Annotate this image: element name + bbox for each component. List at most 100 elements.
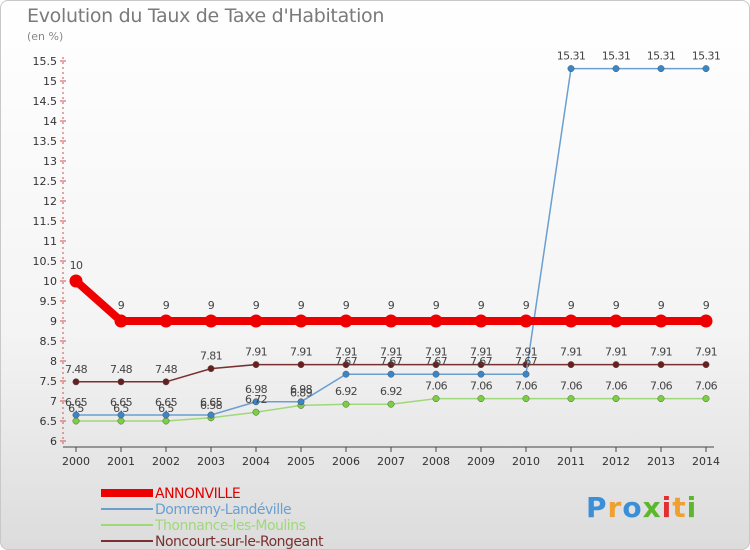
data-point — [162, 411, 170, 419]
logo-letter: i — [661, 491, 673, 524]
data-label: 7.91 — [605, 346, 627, 359]
data-label: 9 — [433, 299, 440, 312]
data-label: 7.06 — [560, 380, 583, 393]
y-tick-label: 9 — [50, 315, 57, 328]
data-label: 6.65 — [65, 396, 88, 409]
y-tick-label: 13.5 — [33, 135, 58, 148]
data-point — [432, 361, 440, 369]
data-label: 9 — [658, 299, 665, 312]
data-point — [702, 65, 710, 73]
data-point — [654, 314, 668, 328]
data-label: 9 — [568, 299, 575, 312]
x-tick-label: 2012 — [602, 455, 630, 468]
data-label: 7.91 — [425, 346, 447, 359]
chart-unit-label: (en %) — [27, 30, 64, 43]
data-label: 10 — [70, 259, 83, 272]
data-point — [117, 417, 125, 425]
x-tick-label: 2001 — [107, 455, 135, 468]
data-point — [699, 314, 713, 328]
data-label: 6.98 — [245, 383, 268, 396]
data-label: 7.06 — [605, 380, 628, 393]
legend-label: ANNONVILLE — [155, 486, 240, 502]
data-point — [114, 314, 128, 328]
data-point — [339, 314, 353, 328]
data-point — [162, 417, 170, 425]
data-point — [162, 378, 170, 386]
data-label: 6.89 — [290, 386, 313, 399]
y-tick-label: 7.5 — [40, 375, 58, 388]
data-label: 7.91 — [380, 346, 402, 359]
data-point — [387, 361, 395, 369]
data-label: 15.31 — [602, 50, 631, 63]
data-label: 7.91 — [560, 346, 582, 359]
data-point — [657, 361, 665, 369]
data-label: 6.5 — [158, 402, 174, 415]
data-label: 7.67 — [380, 355, 403, 368]
y-tick-label: 8.5 — [40, 335, 58, 348]
data-label: 7.06 — [470, 380, 493, 393]
data-point — [72, 378, 80, 386]
logo-letter: r — [607, 491, 623, 524]
y-tick-label: 13 — [43, 155, 57, 168]
data-label: 15.31 — [647, 50, 676, 63]
data-label: 6.92 — [335, 385, 357, 398]
x-tick-label: 2014 — [692, 455, 720, 468]
data-point — [702, 395, 710, 403]
data-point — [567, 65, 575, 73]
data-point — [477, 395, 485, 403]
data-point — [72, 417, 80, 425]
y-tick-label: 9.5 — [40, 295, 58, 308]
x-tick-label: 2009 — [467, 455, 495, 468]
x-tick-label: 2006 — [332, 455, 360, 468]
y-tick-label: 14 — [43, 115, 57, 128]
data-point — [384, 314, 398, 328]
x-tick-label: 2010 — [512, 455, 540, 468]
data-label: 9 — [703, 299, 710, 312]
data-point — [249, 314, 263, 328]
data-label: 9 — [388, 299, 395, 312]
data-label: 7.91 — [650, 346, 672, 359]
data-point — [522, 370, 530, 378]
data-label: 7.91 — [515, 346, 537, 359]
y-tick-label: 6.5 — [40, 415, 58, 428]
y-tick-label: 6 — [50, 435, 57, 448]
logo-letter: t — [672, 491, 687, 524]
data-label: 7.67 — [470, 355, 493, 368]
data-label: 7.48 — [155, 363, 178, 376]
data-point — [657, 65, 665, 73]
data-label: 6.5 — [113, 402, 129, 415]
data-point — [207, 411, 215, 419]
data-label: 6.92 — [380, 385, 402, 398]
data-point — [657, 395, 665, 403]
data-label: 7.91 — [335, 346, 357, 359]
data-point — [252, 408, 260, 416]
data-point — [387, 400, 395, 408]
data-point — [294, 314, 308, 328]
data-label: 7.91 — [290, 346, 312, 359]
x-tick-label: 2008 — [422, 455, 450, 468]
data-label: 6.65 — [200, 396, 223, 409]
data-point — [252, 398, 260, 406]
legend-label: Noncourt-sur-le-Rongeant — [155, 534, 324, 549]
y-tick-label: 15 — [43, 75, 57, 88]
chart-title: Evolution du Taux de Taxe d'Habitation — [27, 5, 385, 27]
data-point — [567, 395, 575, 403]
data-point — [429, 314, 443, 328]
data-point — [387, 370, 395, 378]
data-point — [477, 361, 485, 369]
data-point — [612, 361, 620, 369]
data-label: 7.91 — [245, 346, 267, 359]
data-label: 15.31 — [692, 50, 721, 63]
y-tick-label: 15.5 — [33, 55, 58, 68]
data-point — [72, 411, 80, 419]
logo-letter: i — [686, 491, 698, 524]
data-point — [342, 400, 350, 408]
data-point — [159, 314, 173, 328]
x-tick-label: 2002 — [152, 455, 180, 468]
data-label: 7.67 — [335, 355, 358, 368]
data-label: 6.58 — [200, 399, 223, 412]
y-tick-label: 8 — [50, 355, 57, 368]
data-label: 9 — [343, 299, 350, 312]
data-point — [609, 314, 623, 328]
